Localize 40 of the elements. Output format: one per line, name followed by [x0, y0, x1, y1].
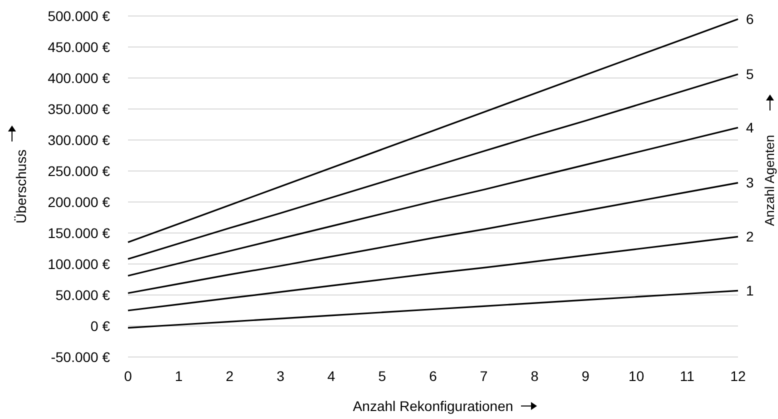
series-label: 6: [746, 11, 754, 27]
x-tick-label: 6: [429, 368, 438, 384]
x-tick-label: 11: [680, 368, 695, 384]
y-tick-label: 450.000 €: [48, 38, 110, 55]
y-tick-label: 350.000 €: [48, 100, 110, 117]
x-tick-label: 4: [327, 368, 336, 384]
y-tick-label: 100.000 €: [48, 256, 110, 272]
x-tick-label: 12: [730, 368, 746, 384]
y-axis-title: Überschuss: [13, 150, 29, 224]
y-tick-label: 50.000 €: [56, 286, 110, 303]
x-axis-title: Anzahl Rekonfigurationen: [352, 398, 514, 414]
x-tick-label: 10: [628, 368, 644, 384]
x-tick-label: 7: [480, 368, 488, 384]
x-tick-label: 3: [276, 368, 285, 384]
y-tick-label: 500.000 €: [48, 8, 110, 24]
line-series: [127, 73, 739, 260]
x-tick-label: 0: [124, 368, 132, 384]
x-tick-label: 8: [530, 368, 539, 384]
series-label: 5: [746, 66, 754, 82]
y-tick-label: 250.000 €: [48, 162, 110, 179]
series-label: 3: [746, 174, 754, 191]
y-tick-label: 300.000 €: [48, 132, 110, 148]
line-series: [127, 182, 739, 294]
y2-axis-title: Anzahl Agenten: [762, 134, 777, 226]
line-series: [127, 126, 739, 277]
y-tick-label: 150.000 €: [48, 224, 110, 241]
series-label: 4: [746, 120, 754, 136]
series-label: 1: [746, 282, 754, 299]
y-tick-label: 0 €: [90, 318, 110, 334]
line-series: [127, 236, 739, 312]
y-tick-label: 400.000 €: [48, 70, 110, 86]
x-tick-label: 9: [582, 368, 590, 384]
line-series: [127, 18, 739, 244]
x-tick-label: 5: [378, 368, 386, 384]
series-label: 2: [746, 228, 754, 245]
y-tick-label: -50.000 €: [50, 348, 110, 365]
x-tick-label: 2: [226, 368, 234, 384]
line-series: [127, 290, 739, 329]
x-tick-label: 1: [174, 368, 183, 384]
y-tick-label: 200.000 €: [48, 194, 110, 210]
